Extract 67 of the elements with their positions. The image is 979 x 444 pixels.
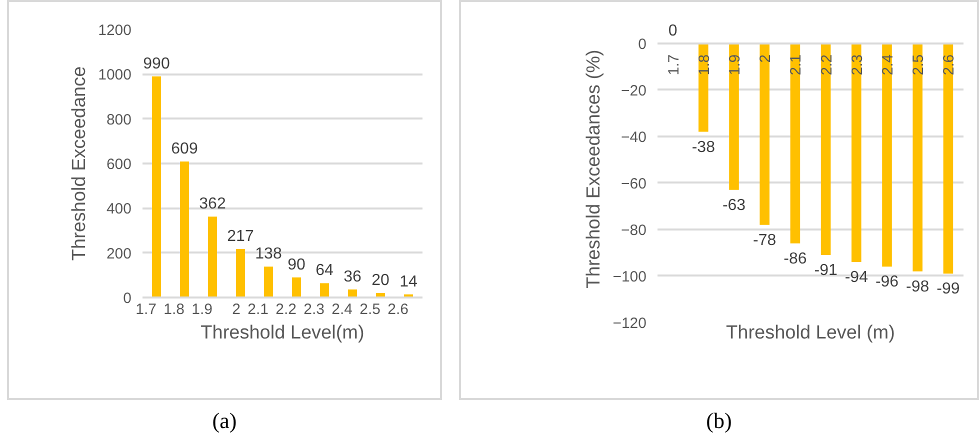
x-tick-label: 2.3 [304, 301, 325, 318]
y-tick-label: 0 [638, 36, 646, 53]
bar [180, 161, 189, 298]
y-tick-label: −100 [612, 268, 647, 286]
x-tick-label: 2.4 [332, 301, 353, 318]
x-tick-label: 2.3 [848, 54, 866, 76]
data-label: -94 [844, 269, 868, 286]
x-tick-label: 2 [757, 54, 774, 63]
data-label: 90 [288, 256, 306, 274]
x-tick-label: 2.6 [940, 54, 958, 76]
y-axis-title: Threshold Exceedances (%) [584, 50, 605, 288]
x-tick-label: 1.8 [696, 54, 713, 76]
data-label: 0 [668, 22, 678, 40]
data-label: 36 [344, 268, 362, 286]
x-tick-label: 2.2 [276, 301, 297, 318]
data-label: -78 [753, 232, 776, 249]
x-axis-title: Threshold Level(m) [200, 322, 364, 344]
y-axis-title: Threshold Exceedance [69, 66, 90, 261]
x-tick-label: 1.9 [192, 301, 213, 318]
y-tick-label: 600 [106, 156, 132, 173]
x-tick-label: 2.5 [910, 54, 928, 76]
x-tick-label: 1.8 [164, 301, 185, 318]
y-tick-label: 1000 [98, 66, 132, 84]
bar [320, 283, 329, 298]
data-label: 138 [255, 246, 282, 263]
text: (a) [212, 407, 237, 435]
data-label: 990 [143, 55, 170, 72]
data-label: 64 [316, 262, 334, 280]
x-tick-label: 1.9 [726, 54, 744, 76]
bar [236, 249, 245, 298]
data-label: 20 [372, 272, 390, 290]
bar [208, 216, 217, 298]
x-tick-label: 2.2 [818, 54, 836, 76]
x-tick-label: 1.7 [136, 301, 157, 318]
x-tick-label: 2.1 [788, 54, 805, 76]
x-tick-label: 2.1 [248, 301, 269, 318]
bar [264, 266, 273, 298]
data-label: 609 [171, 140, 198, 158]
x-axis-title: Threshold Level (m) [726, 322, 895, 344]
data-label: 362 [199, 196, 226, 213]
text: (b) [706, 407, 732, 435]
y-tick-label: 800 [106, 111, 132, 128]
x-tick-label: 2 [232, 301, 240, 318]
data-label: -91 [814, 262, 838, 280]
data-label: -96 [875, 274, 899, 291]
y-tick-label: 1200 [98, 22, 132, 39]
bar [152, 76, 161, 298]
data-label: -38 [692, 138, 716, 156]
x-tick-label: 2.4 [880, 54, 896, 76]
data-label: -63 [722, 196, 746, 214]
y-tick-label: 0 [123, 290, 132, 307]
x-tick-label: 2.6 [388, 301, 409, 318]
y-tick-label: −80 [621, 222, 647, 239]
y-tick-label: −20 [621, 82, 647, 100]
y-tick-label: −120 [612, 315, 647, 332]
x-tick-label: 1.7 [665, 54, 682, 76]
data-label: 217 [227, 228, 254, 246]
data-label: -86 [784, 250, 807, 268]
y-tick-label: −60 [621, 175, 647, 192]
y-tick-label: −40 [621, 128, 647, 146]
y-tick-label: 200 [106, 245, 132, 262]
x-tick-label: 2.5 [360, 301, 381, 318]
data-label: -99 [936, 280, 960, 298]
y-tick-label: 400 [106, 200, 132, 218]
data-label: -98 [906, 278, 930, 296]
data-label: 14 [400, 273, 418, 290]
bar [292, 277, 301, 298]
